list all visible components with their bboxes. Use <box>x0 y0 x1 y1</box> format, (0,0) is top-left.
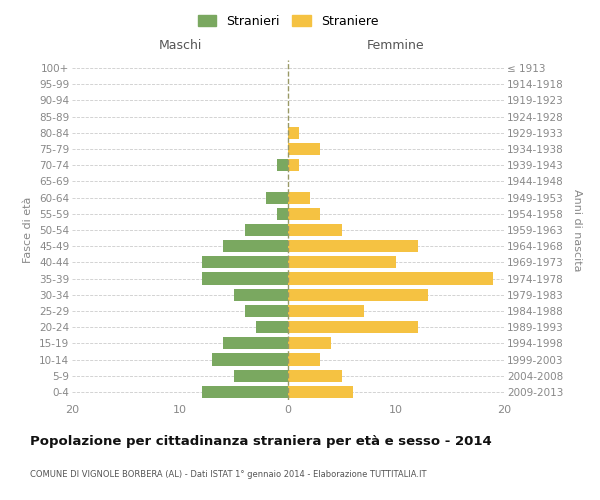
Text: Femmine: Femmine <box>367 39 425 52</box>
Bar <box>245 305 288 317</box>
Text: COMUNE DI VIGNOLE BORBERA (AL) - Dati ISTAT 1° gennaio 2014 - Elaborazione TUTTI: COMUNE DI VIGNOLE BORBERA (AL) - Dati IS… <box>30 470 427 479</box>
Bar <box>288 224 342 236</box>
Legend: Stranieri, Straniere: Stranieri, Straniere <box>194 11 382 32</box>
Bar <box>212 354 288 366</box>
Bar <box>288 338 331 349</box>
Bar <box>288 192 310 203</box>
Bar <box>245 224 288 236</box>
Bar <box>288 288 428 301</box>
Bar <box>288 240 418 252</box>
Bar <box>288 321 418 333</box>
Bar <box>288 256 396 268</box>
Bar <box>288 354 320 366</box>
Y-axis label: Fasce di età: Fasce di età <box>23 197 34 263</box>
Bar <box>288 143 320 155</box>
Text: Maschi: Maschi <box>158 39 202 52</box>
Bar <box>202 272 288 284</box>
Bar <box>223 240 288 252</box>
Bar <box>288 305 364 317</box>
Bar <box>223 338 288 349</box>
Bar <box>288 386 353 398</box>
Y-axis label: Anni di nascita: Anni di nascita <box>572 188 582 271</box>
Bar <box>277 159 288 172</box>
Bar <box>266 192 288 203</box>
Bar <box>234 288 288 301</box>
Bar <box>288 370 342 382</box>
Bar <box>202 256 288 268</box>
Bar <box>277 208 288 220</box>
Text: Popolazione per cittadinanza straniera per età e sesso - 2014: Popolazione per cittadinanza straniera p… <box>30 435 492 448</box>
Bar <box>256 321 288 333</box>
Bar <box>288 272 493 284</box>
Bar <box>202 386 288 398</box>
Bar <box>288 208 320 220</box>
Bar <box>234 370 288 382</box>
Bar <box>288 127 299 139</box>
Bar <box>288 159 299 172</box>
